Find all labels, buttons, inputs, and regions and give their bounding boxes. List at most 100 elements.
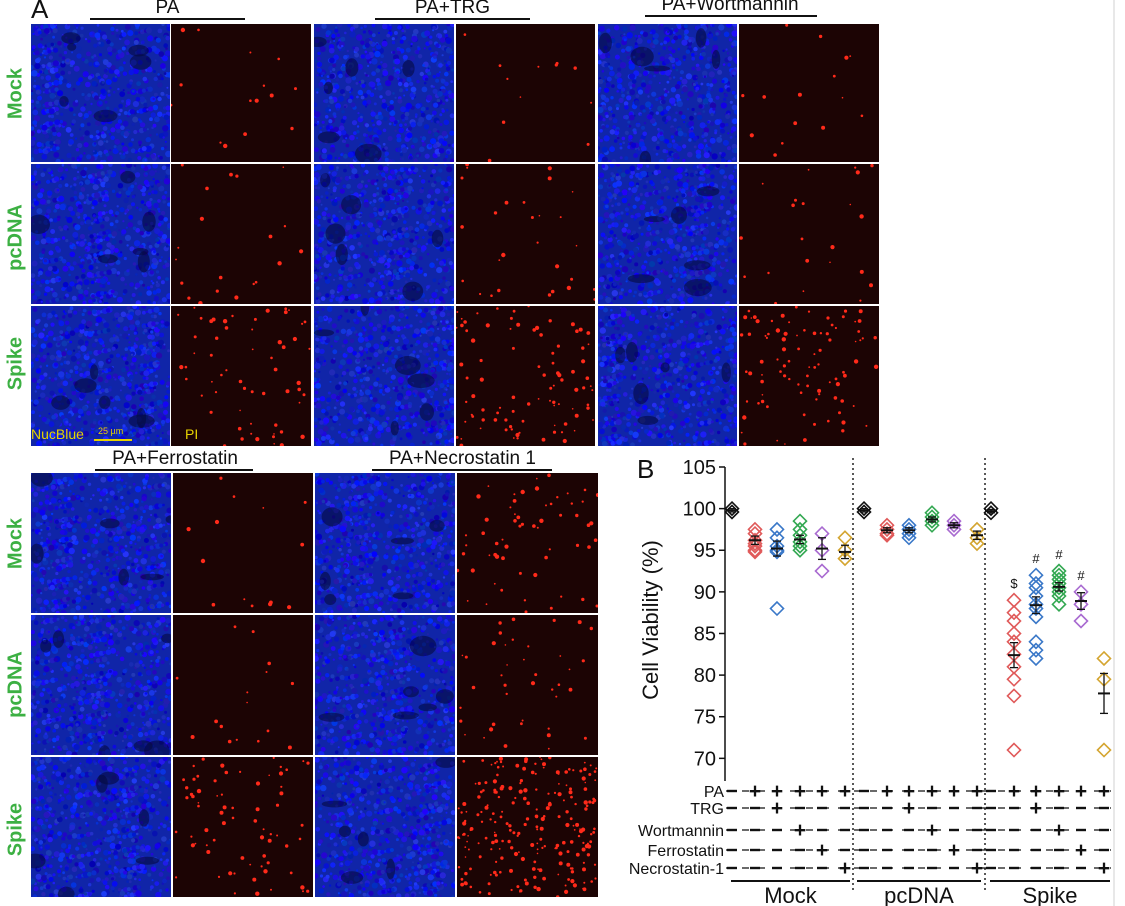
data-point [747,544,763,560]
pi-image [739,306,879,446]
treatment-sign: + [903,780,915,803]
data-point [1028,580,1044,596]
cell-viability-chart: 70 75 80 85 90 95 100 105 Cell Viability (%) $ # # #… [629,457,1112,906]
data-point [879,525,895,542]
treatment-sign: + [971,780,983,803]
treatment-sign: + [1075,780,1087,803]
treatment-sign: + [903,797,915,820]
panel-b-letter: B [637,454,655,484]
data-point [879,521,895,538]
treatment-sign: + [948,839,960,862]
nucblue-image [314,306,454,446]
nucblue-image [314,24,454,162]
treatment-sign: + [881,780,893,803]
data-point [1073,596,1089,612]
data-point [814,563,830,579]
pi-image [739,164,879,304]
data-point [1051,580,1067,596]
pi-image [173,615,313,755]
y-tick-label: 70 [694,748,716,770]
treatment-sign: + [816,780,828,803]
pi-image [171,164,311,304]
row-label-spike: Spike [4,802,27,857]
data-point [1051,596,1067,612]
y-tick-label: 80 [694,665,716,687]
pi-image [457,615,598,755]
data-point [1028,650,1044,667]
data-point [1006,688,1022,704]
data-point [1073,613,1089,629]
treatment-sign: + [1053,819,1065,842]
data-point [837,530,853,546]
treatment-row-label: PA [704,784,724,801]
data-point [901,521,917,538]
data-point [924,509,940,525]
treatment-row-label: Necrostatin-1 [629,861,724,878]
treatment-sign: + [794,819,806,842]
data-point [1028,600,1044,617]
data-point [946,521,962,538]
y-axis-label: Cell Viability (%) [638,540,663,700]
data-point [769,544,785,560]
treatment-sign: + [1053,780,1065,803]
pi-image [173,757,313,897]
nucblue-image [31,164,170,304]
nucblue-image [31,473,171,613]
y-tick-label: 85 [694,623,716,645]
treatment-sign: + [839,780,851,803]
data-point [924,517,940,533]
data-point [747,542,763,558]
group-title-pa-wortmannin: PA+Wortmannin [661,0,799,15]
treatment-sign: + [771,780,783,803]
treatment-sign: + [1075,839,1087,862]
data-point [837,550,853,567]
pi-image [171,306,311,446]
data-point [1028,634,1044,650]
treatment-sign: + [1030,797,1042,820]
pi-image [456,164,595,304]
data-point [724,500,740,517]
treatment-sign: + [1008,780,1020,803]
treatment-sign: + [926,780,938,803]
data-point [1028,642,1044,658]
nucblue-image [315,615,455,755]
data-point [969,535,985,552]
data-point [901,530,917,546]
treatment-sign: + [794,780,806,803]
significance-marker: # [1077,568,1085,583]
row-label-pcdna: pcDNA [4,651,27,718]
data-point [792,513,808,529]
treatment-sign: + [948,780,960,803]
pi-image [457,473,598,613]
significance-marker: # [1055,547,1063,562]
group-title-underline [90,18,245,20]
nucblue-image [598,164,737,304]
nucblue-label: NucBlue [31,426,84,442]
treatment-sign: + [771,797,783,820]
y-tick-label: 90 [694,582,716,604]
treatment-row-label: TRG [690,801,724,818]
group-title-underline [645,15,817,17]
pi-image [456,306,595,446]
figure-right-border [1113,0,1115,906]
pi-image [173,473,313,613]
scale-bar [94,439,132,441]
pi-image [739,24,879,162]
group-title-underline [372,469,552,471]
row-label-pcdna: pcDNA [4,204,27,271]
row-label-spike: Spike [4,336,27,391]
group-label: Spike [1022,883,1077,906]
panel-a-letter: A [31,0,49,24]
nucblue-image [315,757,455,897]
data-point [1028,567,1044,583]
significance-marker: $ [1010,576,1018,591]
nucblue-image [598,306,737,446]
data-point [1096,650,1112,667]
group-title-pa: PA [155,0,180,18]
y-tick-label: 100 [683,499,716,521]
data-point [1006,671,1022,687]
group-title-pa-necrostatin: PA+Necrostatin 1 [389,448,536,469]
nucblue-image [598,24,737,162]
treatment-sign: + [749,780,761,803]
data-point [856,500,872,517]
